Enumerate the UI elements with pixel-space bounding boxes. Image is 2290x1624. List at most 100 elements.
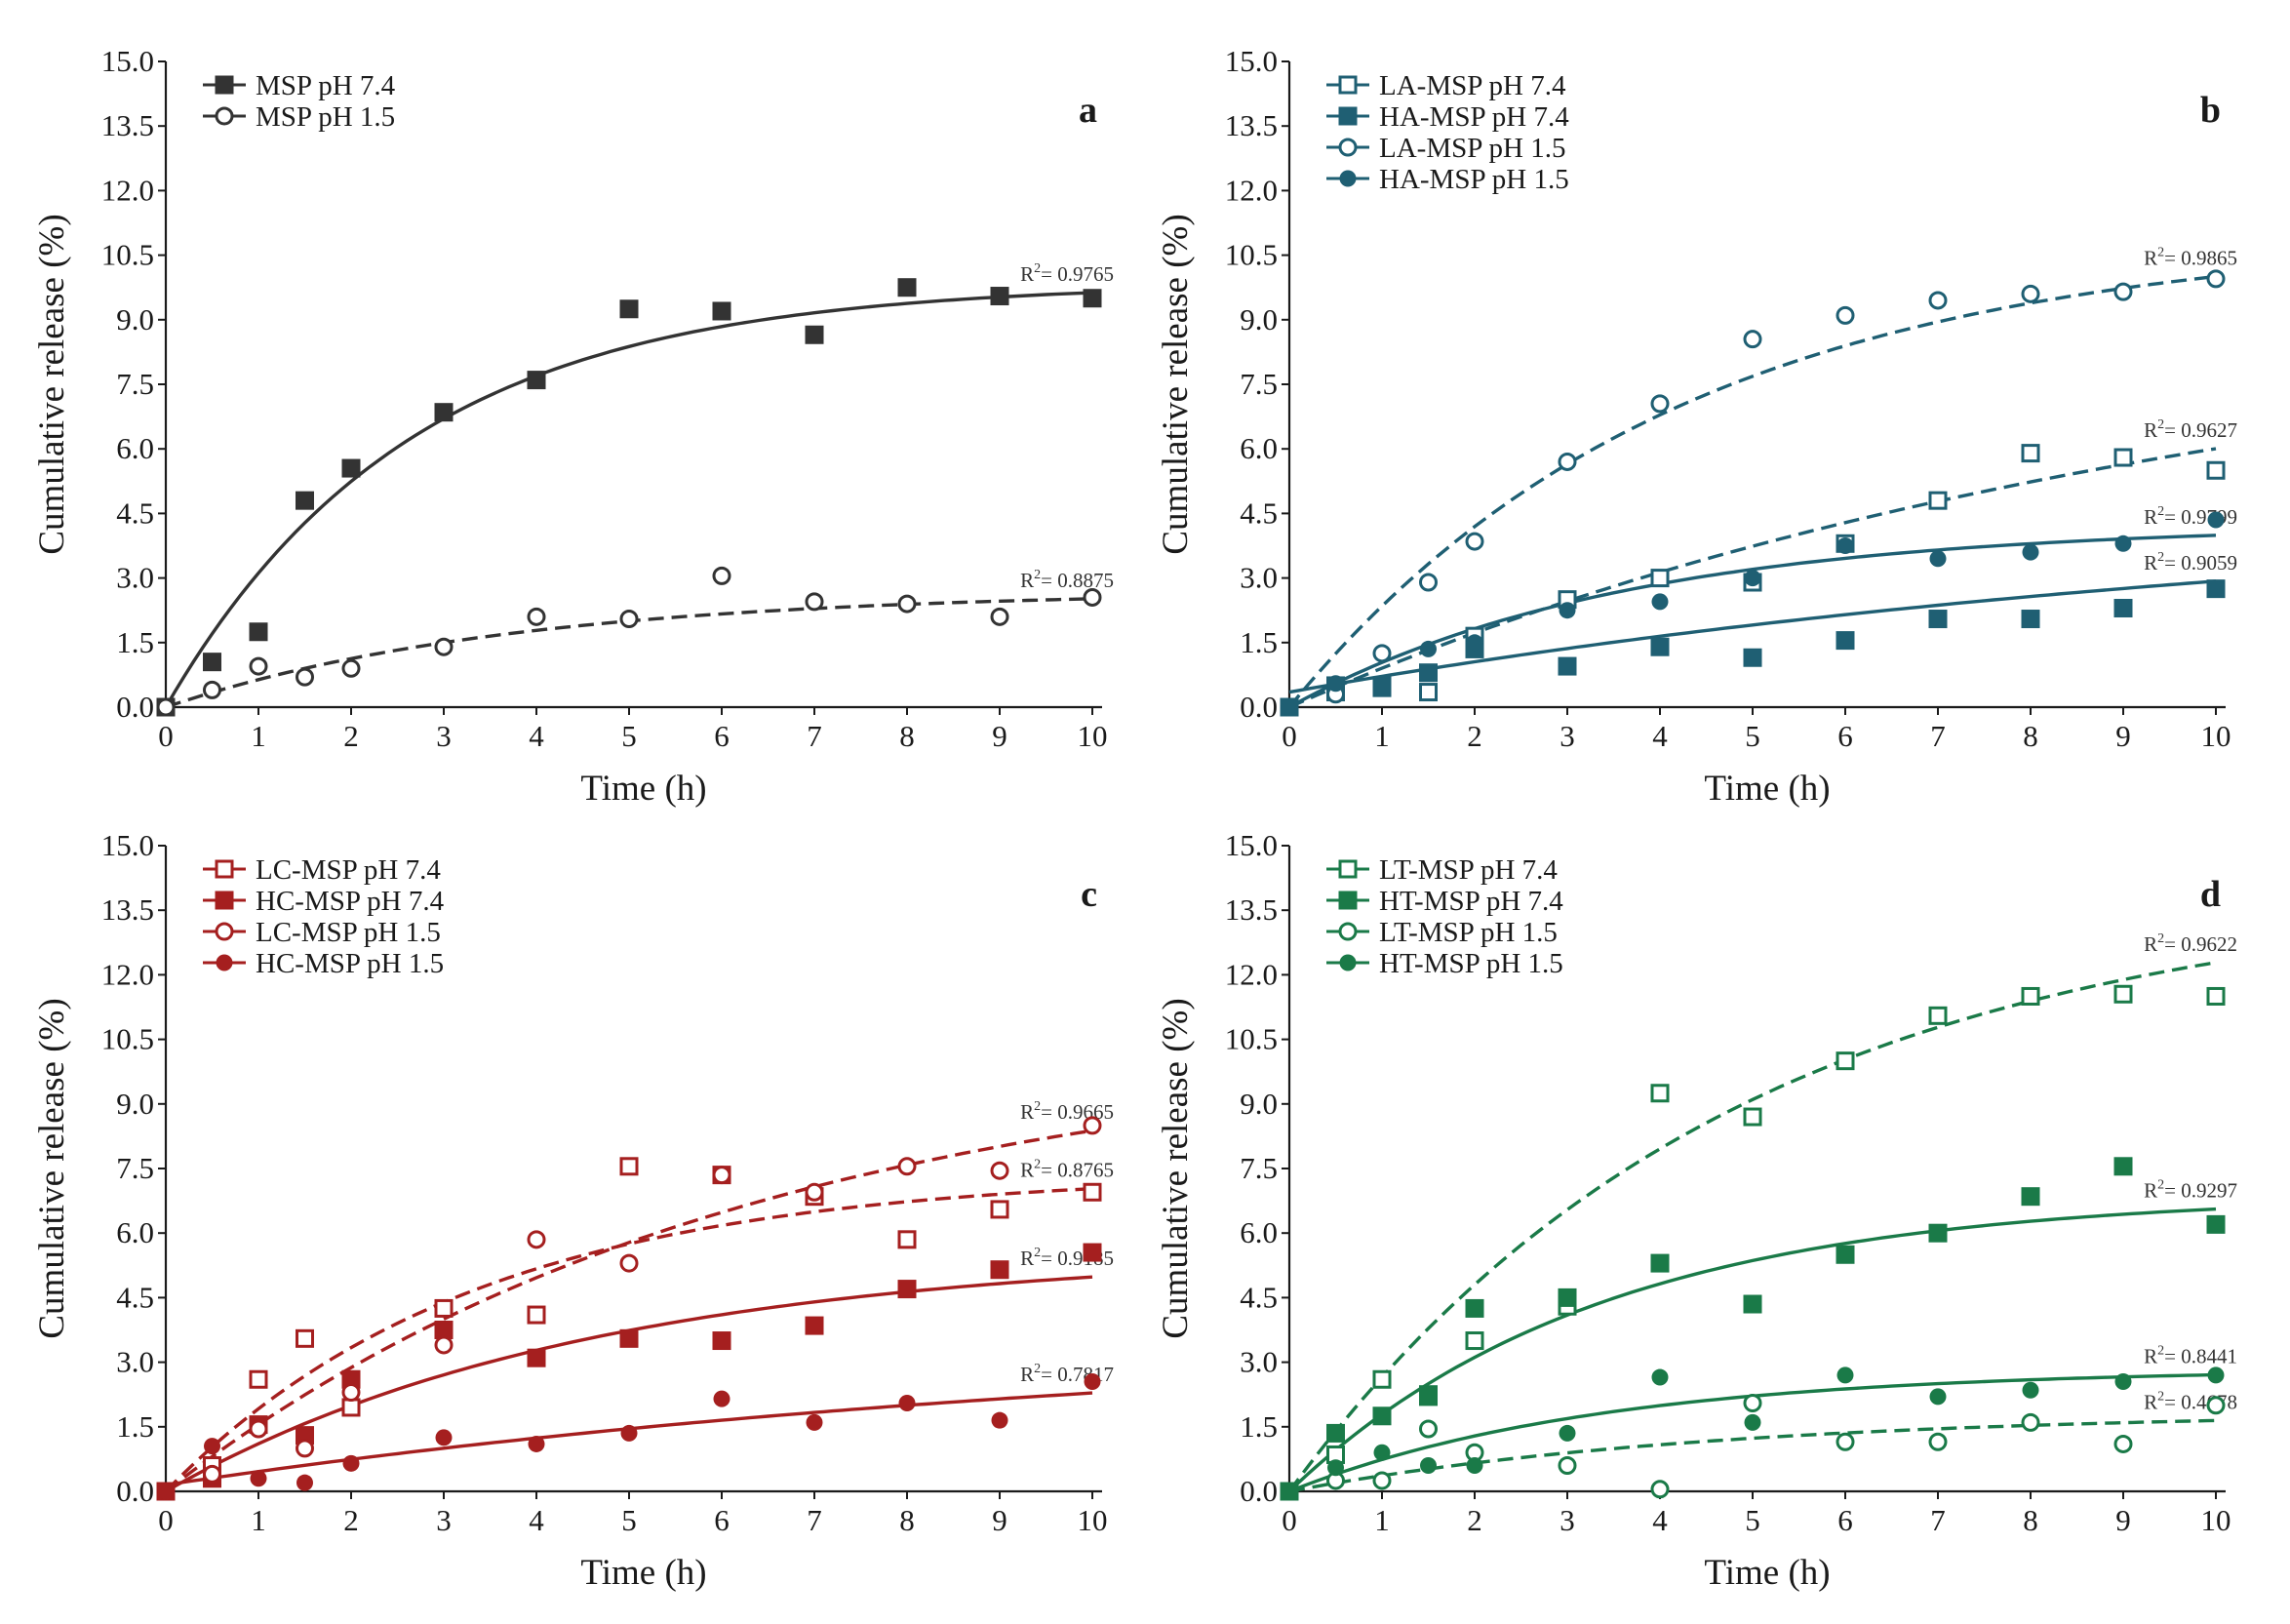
data-point: [203, 653, 221, 672]
y-tick-label: 12.0: [101, 957, 154, 991]
legend-label: HC-MSP pH 7.4: [256, 886, 445, 917]
x-tick-label: 9: [2115, 1503, 2131, 1537]
y-tick-label: 10.5: [1225, 1022, 1278, 1056]
y-tick-label: 10.5: [101, 1022, 154, 1056]
x-tick-label: 4: [529, 1503, 544, 1537]
r2-label: R2= 0.9665: [1020, 1099, 1114, 1124]
x-axis-label: Time (h): [1704, 769, 1830, 809]
y-tick-label: 3.0: [116, 1345, 154, 1379]
data-point: [204, 1438, 220, 1455]
fit-curve: [164, 1129, 1093, 1493]
chart-panel-d: 0.0 1.5 3.0 4.5 6.0 7.5 9.0 10.5 12.0 13.5 15.0 0 1 2…: [1156, 828, 2237, 1593]
x-tick-label: 3: [1560, 1503, 1575, 1537]
data-point: [157, 1483, 175, 1500]
y-axis-label: Cumulative release (%): [1156, 998, 1196, 1338]
data-point: [2206, 269, 2226, 289]
r2-label: R2= 0.8765: [1020, 1158, 1114, 1182]
data-point: [1836, 537, 1854, 554]
fit-curve: [1287, 1207, 2217, 1493]
data-point: [341, 458, 361, 478]
data-point: [1083, 587, 1102, 607]
r2-label: R2= 0.9627: [2144, 417, 2237, 442]
x-tick-label: 6: [714, 719, 730, 753]
x-tick-label: 10: [2201, 719, 2231, 753]
y-tick-label: 3.0: [1240, 561, 1278, 595]
legend-marker: [216, 954, 233, 971]
data-point: [619, 610, 639, 629]
data-point: [1326, 1423, 1345, 1443]
data-point: [1558, 452, 1577, 471]
data-point: [2022, 1381, 2039, 1399]
x-tick-label: 6: [714, 1503, 730, 1537]
legend-marker: [215, 859, 234, 879]
data-point: [2113, 1434, 2133, 1453]
data-point: [1559, 1424, 1576, 1442]
data-point: [1743, 1394, 1762, 1413]
y-axis-label: Cumulative release (%): [32, 998, 72, 1338]
data-point: [1466, 634, 1483, 652]
data-point: [712, 1331, 731, 1351]
y-tick-label: 0.0: [116, 690, 154, 724]
data-point: [1083, 1243, 1102, 1262]
legend-marker: [1338, 891, 1358, 910]
data-point: [897, 594, 917, 614]
y-tick-label: 15.0: [101, 828, 154, 862]
y-tick-label: 6.0: [1240, 431, 1278, 465]
y-tick-label: 13.5: [1225, 892, 1278, 927]
x-tick-label: 8: [899, 1503, 915, 1537]
data-point: [2021, 444, 2040, 463]
y-tick-label: 12.0: [1225, 957, 1278, 991]
x-tick-label: 0: [1282, 1503, 1297, 1537]
data-point: [341, 1369, 361, 1389]
data-point: [1419, 663, 1438, 683]
y-tick-label: 1.5: [116, 1409, 154, 1444]
data-point: [805, 1182, 824, 1202]
data-point: [1465, 1298, 1484, 1318]
y-tick-label: 9.0: [1240, 302, 1278, 337]
y-tick-label: 13.5: [101, 892, 154, 927]
panel-letter: b: [2200, 90, 2221, 131]
x-tick-label: 1: [1374, 719, 1390, 753]
data-point: [897, 1157, 917, 1176]
data-point: [1466, 1457, 1483, 1475]
r2-label: R2= 0.9865: [2144, 246, 2237, 270]
data-point: [1743, 1294, 1762, 1314]
data-point: [1744, 570, 1761, 587]
data-point: [1836, 305, 1855, 325]
x-tick-label: 5: [621, 719, 637, 753]
y-tick-label: 15.0: [1225, 44, 1278, 78]
r2-label: R2= 0.8875: [1020, 568, 1114, 592]
data-point: [897, 1280, 917, 1299]
data-point: [1650, 1480, 1670, 1499]
data-point: [1559, 602, 1576, 619]
legend-marker: [215, 891, 234, 910]
data-point: [434, 1321, 454, 1339]
data-point: [2021, 610, 2040, 629]
legend-label: HC-MSP pH 1.5: [256, 948, 444, 979]
data-point: [990, 1260, 1009, 1280]
x-tick-label: 4: [529, 719, 544, 753]
data-point: [712, 566, 731, 585]
data-point: [1465, 1331, 1484, 1351]
data-point: [990, 1161, 1009, 1180]
data-point: [1373, 1444, 1391, 1461]
data-point: [1650, 394, 1670, 414]
x-tick-label: 4: [1652, 1503, 1668, 1537]
data-point: [1372, 1369, 1392, 1389]
data-point: [1558, 656, 1577, 676]
data-point: [1465, 532, 1484, 551]
y-tick-label: 7.5: [1240, 1151, 1278, 1185]
data-point: [1372, 644, 1392, 663]
x-tick-label: 7: [807, 1503, 822, 1537]
x-tick-label: 6: [1837, 1503, 1853, 1537]
data-point: [296, 1474, 313, 1491]
data-point: [991, 1411, 1008, 1429]
data-point: [2022, 543, 2039, 561]
y-axis-label: Cumulative release (%): [32, 214, 72, 554]
data-point: [435, 1429, 453, 1446]
fit-curve: [1288, 1418, 2217, 1493]
data-point: [2113, 984, 2133, 1004]
x-tick-label: 10: [1078, 1503, 1108, 1537]
x-tick-label: 8: [899, 719, 915, 753]
data-point: [1083, 1182, 1102, 1202]
